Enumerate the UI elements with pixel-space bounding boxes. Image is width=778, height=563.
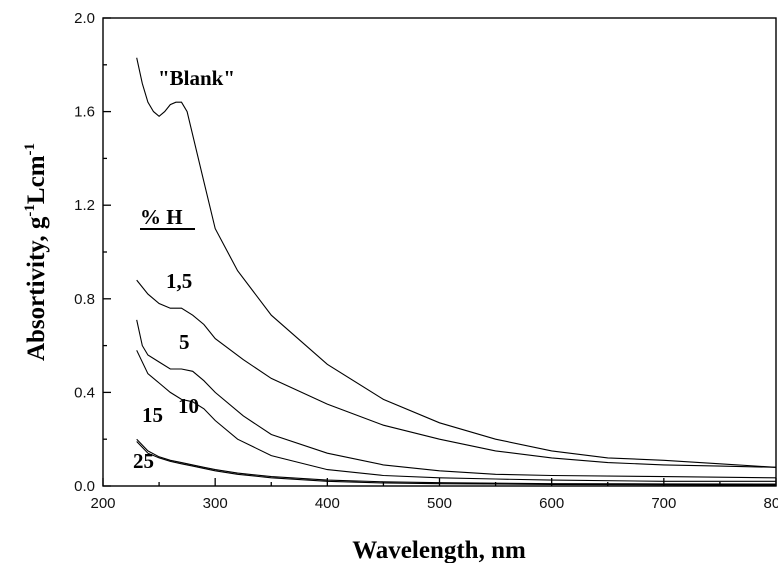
annotation-blank: "Blank" — [158, 66, 235, 90]
series-line-2 — [136, 319, 777, 479]
annotation-5: 5 — [179, 330, 190, 354]
series-line-0 — [136, 57, 777, 468]
y-axis-title: Absortivity, g-1Lcm-1 — [22, 143, 50, 361]
annotation-10: 10 — [178, 394, 199, 418]
y-tick-label: 1.2 — [74, 197, 95, 214]
x-tick-label: 200 — [90, 495, 115, 512]
series-line-3 — [136, 350, 776, 482]
series-lines — [136, 57, 777, 486]
annotation-15: 15 — [142, 403, 163, 427]
legend-header: % H — [140, 205, 183, 229]
x-tick-label: 700 — [651, 495, 676, 512]
axis-tick-labels: 200 300 400 500 600 700 800 0.0 0.4 0.8 1.2 1.6 2.0 — [74, 10, 778, 512]
y-tick-label: 0.4 — [74, 384, 95, 401]
x-tick-label: 600 — [539, 495, 564, 512]
annotation-25: 25 — [133, 449, 154, 473]
y-tick-label: 0.8 — [74, 291, 95, 308]
x-tick-label: 300 — [203, 495, 228, 512]
y-tick-label: 1.6 — [74, 104, 95, 121]
series-line-5 — [136, 441, 777, 486]
x-tick-label: 800 — [763, 495, 778, 512]
x-tick-label: 400 — [315, 495, 340, 512]
series-line-4 — [136, 438, 777, 485]
series-line-1 — [136, 279, 777, 468]
y-tick-label: 0.0 — [74, 478, 95, 495]
x-axis-title: Wavelength, nm — [352, 537, 526, 563]
y-tick-label: 2.0 — [74, 10, 95, 27]
x-tick-label: 500 — [427, 495, 452, 512]
annotation-1-5: 1,5 — [166, 269, 192, 293]
